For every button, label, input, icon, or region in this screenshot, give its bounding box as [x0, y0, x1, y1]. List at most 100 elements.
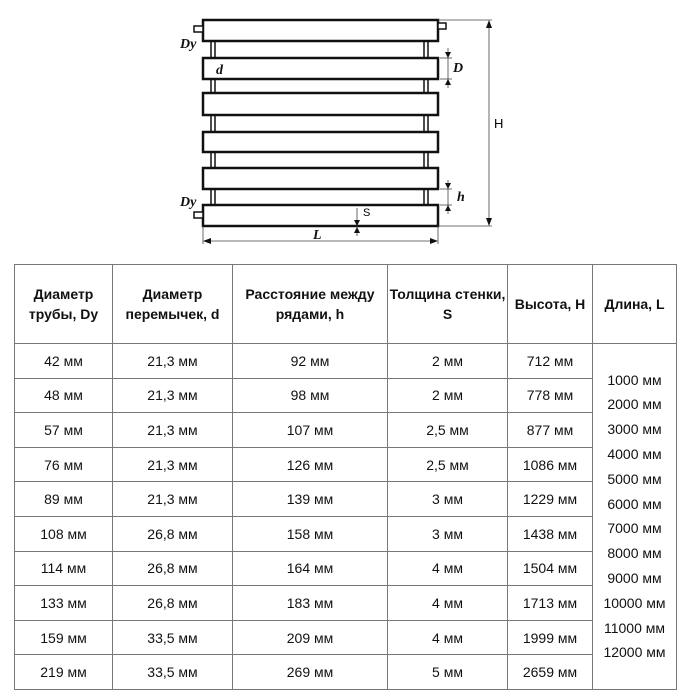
column-header: Высота, H	[507, 264, 593, 344]
length-option: 12000 мм	[603, 644, 666, 661]
table-cell: 3 мм	[387, 515, 508, 552]
table-cell: 1999 мм	[507, 619, 593, 656]
table-row: 76 мм 21,3 мм 126 мм 2,5 мм 1086 мм	[14, 446, 677, 483]
table-cell: 21,3 мм	[112, 481, 233, 517]
table-cell: 219 мм	[14, 654, 113, 690]
label-D: D	[452, 61, 463, 76]
table-cell: 21,3 мм	[112, 377, 233, 414]
column-header: Диаметр перемычек, d	[112, 264, 233, 344]
radiator-drawing: Dy d D h Dy L H S	[179, 18, 503, 244]
table-cell: 126 мм	[232, 446, 388, 483]
table-cell: 48 мм	[14, 377, 113, 414]
table-cell: 159 мм	[14, 619, 113, 656]
table-cell: 2659 мм	[507, 654, 593, 690]
table-cell: 57 мм	[14, 412, 113, 448]
radiator-tube	[201, 166, 440, 191]
table-cell: 42 мм	[14, 343, 113, 379]
table-row: 108 мм 26,8 мм 158 мм 3 мм 1438 мм	[14, 515, 677, 552]
table-row: 57 мм 21,3 мм 107 мм 2,5 мм 877 мм	[14, 412, 677, 448]
jumper-pipe	[210, 151, 216, 169]
table-row: 114 мм 26,8 мм 164 мм 4 мм 1504 мм	[14, 550, 677, 587]
table-cell: 4 мм	[387, 619, 508, 656]
length-option: 6000 мм	[607, 495, 662, 512]
table-cell: 108 мм	[14, 515, 113, 552]
table-cell: 1229 мм	[507, 481, 593, 517]
jumper-pipe	[210, 114, 216, 133]
table-cell: 778 мм	[507, 377, 593, 414]
table-cell: 26,8 мм	[112, 585, 233, 621]
table-cell: 133 мм	[14, 585, 113, 621]
jumper-pipe	[423, 188, 429, 206]
table-row: 42 мм 21,3 мм 92 мм 2 мм 712 мм 1000 мм 2000 м…	[14, 343, 677, 690]
inlet-nozzle-top	[193, 25, 204, 33]
table-cell: 5 мм	[387, 654, 508, 690]
radiator-spec-table: Диаметр трубы, Dy Диаметр перемычек, d Рас…	[14, 264, 677, 690]
label-dy-top: Dy	[179, 37, 197, 52]
jumper-pipe	[210, 78, 216, 94]
table-cell: 21,3 мм	[112, 412, 233, 448]
jumper-pipe	[423, 114, 429, 133]
radiator-tube	[201, 56, 440, 81]
table-cell: 76 мм	[14, 446, 113, 483]
table-row: 159 мм 33,5 мм 209 мм 4 мм 1999 мм	[14, 619, 677, 656]
table-cell: 3 мм	[387, 481, 508, 517]
table-cell: 26,8 мм	[112, 550, 233, 587]
table-cell: 21,3 мм	[112, 446, 233, 483]
table-row: 133 мм 26,8 мм 183 мм 4 мм 1713 мм	[14, 585, 677, 621]
length-options-cell: 1000 мм 2000 мм 3000 мм 4000 мм 5000 мм 6000 …	[592, 343, 677, 690]
length-option: 5000 мм	[607, 470, 662, 487]
length-option: 11000 мм	[603, 619, 666, 636]
nozzle-bottom	[193, 211, 204, 219]
table-cell: 21,3 мм	[112, 343, 233, 379]
length-option: 4000 мм	[607, 446, 662, 463]
column-header: Диаметр трубы, Dy	[14, 264, 113, 344]
radiator-tube	[201, 91, 440, 117]
table-cell: 4 мм	[387, 550, 508, 587]
table-cell: 2,5 мм	[387, 412, 508, 448]
table-cell: 712 мм	[507, 343, 593, 379]
jumper-pipe	[423, 78, 429, 94]
label-h: h	[457, 190, 465, 205]
table-cell: 114 мм	[14, 550, 113, 587]
table-cell: 2 мм	[387, 343, 508, 379]
radiator-tube	[201, 203, 440, 228]
table-cell: 164 мм	[232, 550, 388, 587]
table-cell: 158 мм	[232, 515, 388, 552]
length-option: 10000 мм	[603, 594, 666, 611]
column-header: Расстояние между рядами, h	[232, 264, 388, 344]
table-cell: 92 мм	[232, 343, 388, 379]
table-cell: 877 мм	[507, 412, 593, 448]
table-row: 219 мм 33,5 мм 269 мм 5 мм 2659 мм	[14, 654, 677, 690]
label-S: S	[363, 207, 370, 219]
table-cell: 33,5 мм	[112, 619, 233, 656]
table-cell: 269 мм	[232, 654, 388, 690]
label-L: L	[312, 228, 322, 243]
table-cell: 1438 мм	[507, 515, 593, 552]
length-option: 8000 мм	[607, 545, 662, 562]
table-cell: 1504 мм	[507, 550, 593, 587]
table-cell: 209 мм	[232, 619, 388, 656]
radiator-tube	[201, 18, 440, 43]
label-d-small: d	[216, 63, 224, 78]
table-cell: 98 мм	[232, 377, 388, 414]
table-row: 89 мм 21,3 мм 139 мм 3 мм 1229 мм	[14, 481, 677, 517]
table-cell: 1713 мм	[507, 585, 593, 621]
table-cell: 2,5 мм	[387, 446, 508, 483]
column-header: Длина, L	[592, 264, 677, 344]
label-dy-bottom: Dy	[179, 195, 197, 210]
length-option: 2000 мм	[607, 396, 662, 413]
table-cell: 4 мм	[387, 585, 508, 621]
column-header: Толщина стенки, S	[387, 264, 508, 344]
length-option: 3000 мм	[607, 421, 662, 438]
jumper-pipe	[423, 40, 429, 59]
length-option: 7000 мм	[607, 520, 662, 537]
table-cell: 183 мм	[232, 585, 388, 621]
table-cell: 107 мм	[232, 412, 388, 448]
table-cell: 33,5 мм	[112, 654, 233, 690]
table-cell: 2 мм	[387, 377, 508, 414]
jumper-pipe	[210, 188, 216, 206]
radiator-tube	[201, 130, 440, 154]
jumper-pipe	[210, 40, 216, 59]
table-cell: 89 мм	[14, 481, 113, 517]
table-cell: 26,8 мм	[112, 515, 233, 552]
